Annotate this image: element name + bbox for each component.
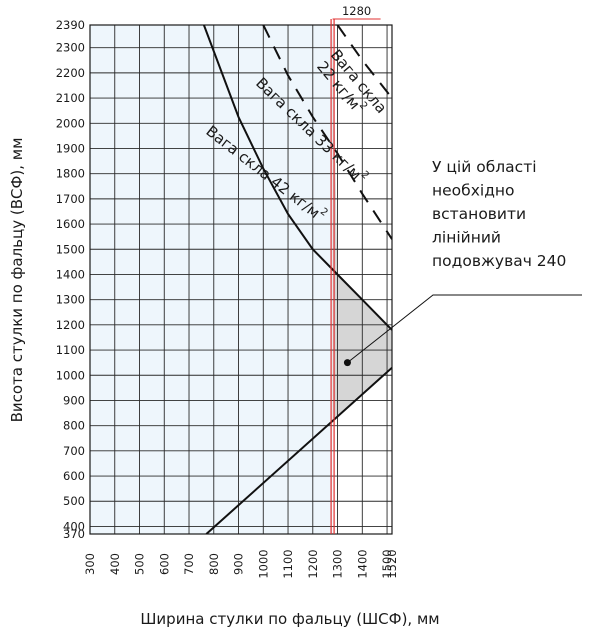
y-tick-label: 2200 (56, 66, 85, 80)
y-tick-label: 370 (63, 527, 85, 541)
y-tick-label: 1600 (56, 217, 85, 231)
tick-labels-layer: 3704005006007008009001000110012001300140… (56, 18, 399, 579)
extender-note-line: лінійний (432, 229, 501, 247)
grid-layer (89, 24, 393, 535)
extender-note-line: встановити (432, 205, 526, 223)
min-limit-line (205, 366, 392, 534)
series-label-superscript: 2 (357, 100, 370, 112)
limit-line-label: 1280 (342, 4, 371, 18)
y-tick-label: 1700 (56, 192, 85, 206)
x-tick-label: 1520 (385, 549, 399, 578)
y-tick-label: 2100 (56, 91, 85, 105)
series-label-superscript: 2 (318, 206, 330, 219)
series-line-1 (202, 25, 392, 331)
x-tick-label: 800 (207, 553, 221, 575)
series-line-3 (336, 25, 392, 99)
x-tick-label: 1400 (355, 549, 369, 578)
x-tick-label: 600 (157, 553, 171, 575)
extender-note-line: необхідно (432, 182, 515, 200)
lines-layer (202, 18, 392, 534)
x-tick-label: 1300 (331, 549, 345, 578)
y-tick-label: 2300 (56, 41, 85, 55)
y-tick-label: 1500 (56, 242, 85, 256)
y-tick-label: 1400 (56, 267, 85, 281)
x-tick-label: 1100 (281, 549, 295, 578)
y-tick-label: 1000 (56, 368, 85, 382)
y-tick-label: 1800 (56, 167, 85, 181)
x-tick-label: 1000 (256, 549, 270, 578)
fill-layer (90, 25, 392, 534)
allowed-region (90, 25, 333, 534)
y-tick-label: 1100 (56, 343, 85, 357)
x-tick-label: 700 (182, 553, 196, 575)
y-tick-label: 1300 (56, 293, 85, 307)
x-tick-label: 1200 (306, 549, 320, 578)
x-tick-label: 900 (232, 553, 246, 575)
y-tick-label: 1900 (56, 141, 85, 155)
extender-note-line: подовжувач 240 (432, 252, 566, 270)
y-tick-label: 700 (63, 444, 85, 458)
x-tick-label: 1500 (380, 549, 394, 578)
y-tick-label: 2000 (56, 116, 85, 130)
y-tick-label: 2390 (56, 18, 85, 32)
y-tick-label: 1200 (56, 318, 85, 332)
extender-region (332, 25, 392, 421)
plot-frame (89, 24, 393, 535)
y-tick-label: 400 (63, 519, 85, 533)
series-line-2 (262, 25, 392, 240)
x-tick-label: 500 (133, 553, 147, 575)
y-axis-title: Висота стулки по фальцу (ВСФ), мм (8, 138, 26, 423)
x-tick-label: 300 (83, 553, 97, 575)
x-axis-title: Ширина стулки по фальцу (ШСФ), мм (140, 610, 439, 628)
x-tick-label: 400 (108, 553, 122, 575)
y-tick-label: 900 (63, 393, 85, 407)
y-tick-label: 500 (63, 494, 85, 508)
note-pointer-leader (347, 294, 582, 364)
extender-note: У цій області необхідно встановити лінійний… (432, 158, 566, 270)
y-tick-label: 600 (63, 469, 85, 483)
extender-note-line: У цій області (432, 158, 537, 176)
y-tick-label: 800 (63, 419, 85, 433)
